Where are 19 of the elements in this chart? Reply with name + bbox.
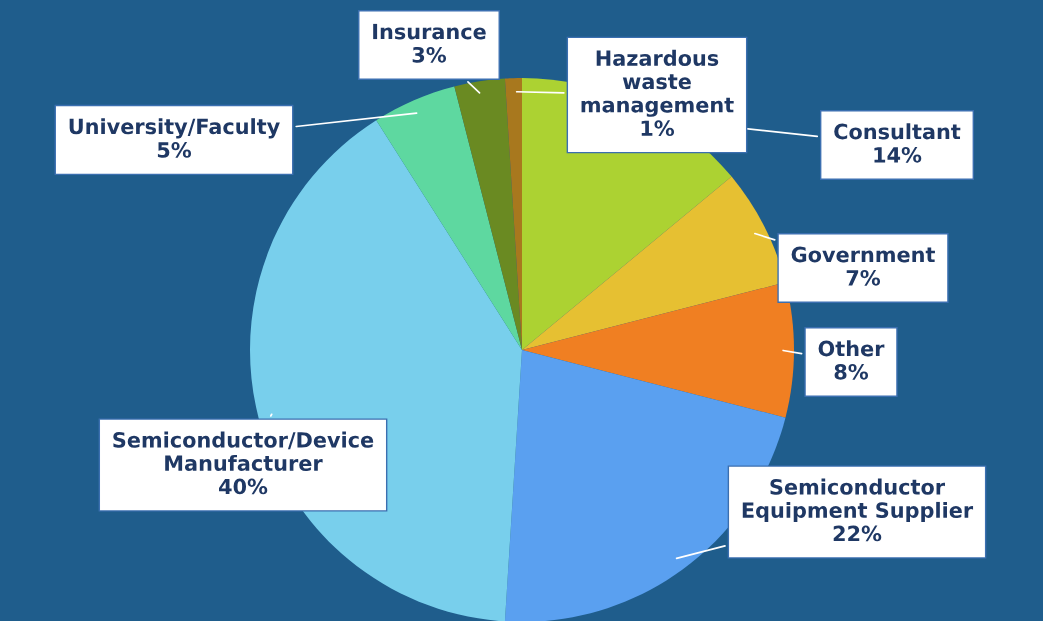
data-label: 8% — [834, 363, 869, 380]
slice-label: Consultant — [834, 123, 961, 140]
slice-label: Hazardous waste management — [581, 49, 734, 117]
data-label: 40% — [219, 478, 268, 495]
pie-slice — [522, 282, 794, 418]
slice-label: Insurance — [373, 23, 486, 40]
data-label: 1% — [641, 120, 675, 137]
pie-slice — [376, 86, 522, 350]
slice-label: Government — [791, 246, 935, 263]
data-label: 3% — [412, 46, 447, 63]
slice-label: Semiconductor/Device Manufacturer — [113, 431, 374, 472]
slice-label: Semiconductor Equipment Supplier — [742, 478, 974, 523]
data-label: 7% — [846, 269, 881, 286]
data-label: 22% — [833, 525, 882, 542]
slice-label: Other — [818, 340, 885, 357]
data-label: 5% — [157, 142, 192, 158]
data-label: 14% — [874, 146, 922, 163]
pie-slice — [454, 78, 522, 350]
slice-label: University/Faculty — [69, 118, 280, 139]
